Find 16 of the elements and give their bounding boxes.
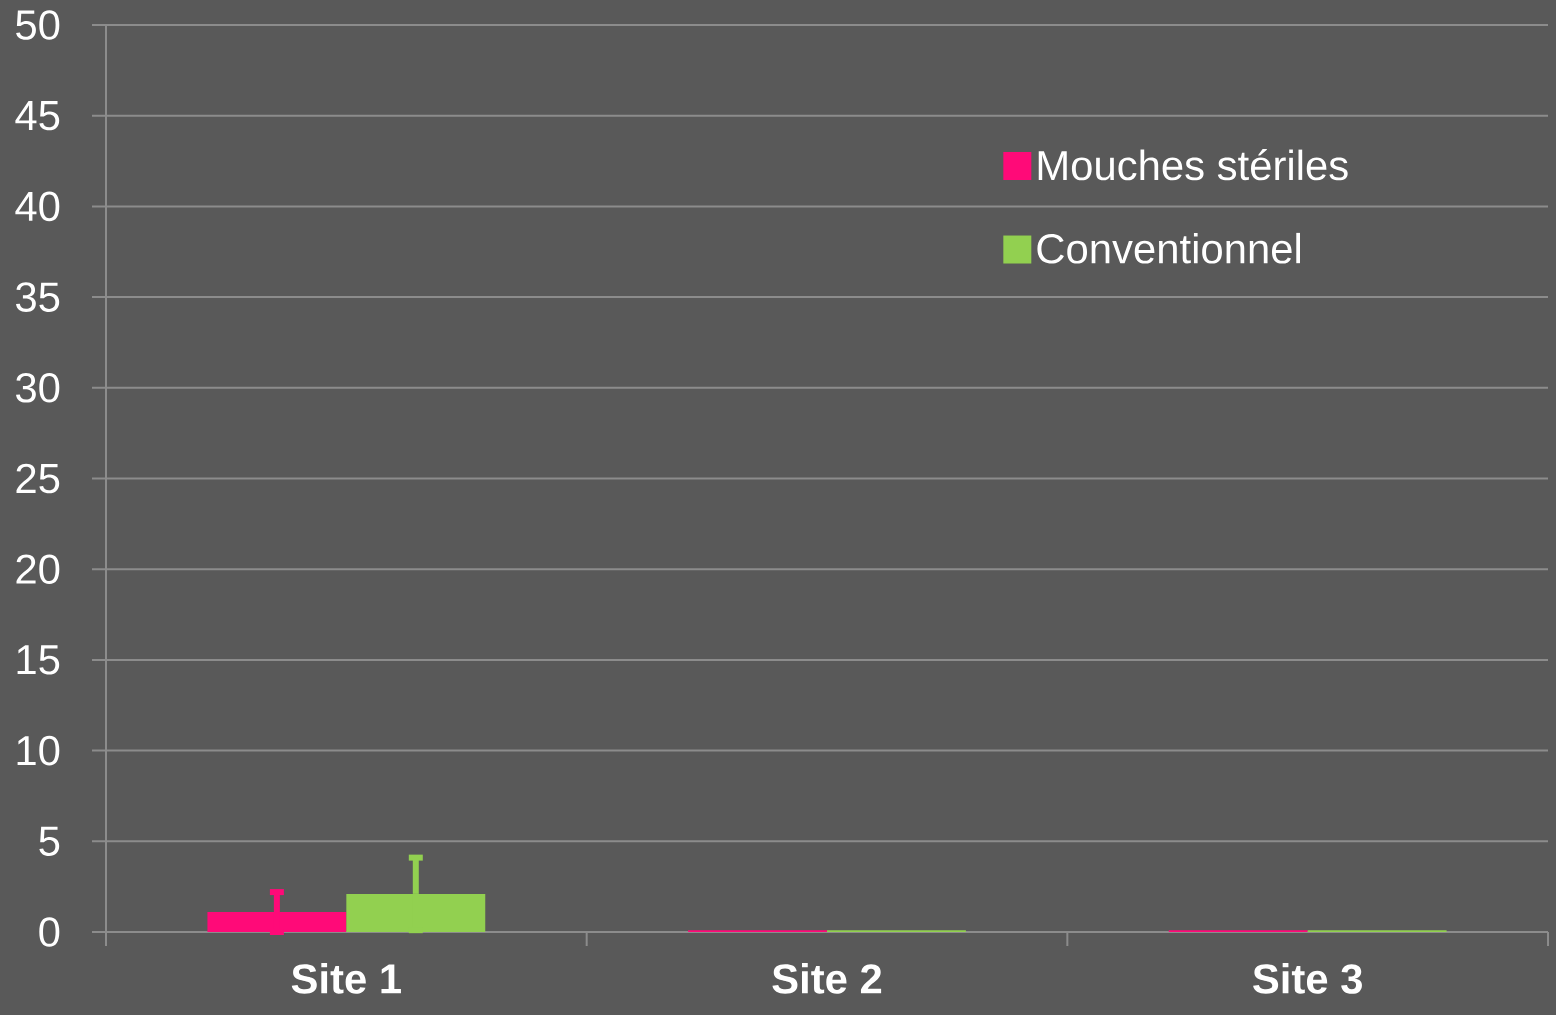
y-tick-label: 40 [15, 191, 60, 222]
y-tick-label: 0 [39, 917, 60, 947]
y-tick-label: 45 [15, 101, 60, 131]
x-tick-label: Site 1 [291, 963, 401, 994]
y-tick-label: 35 [16, 282, 60, 312]
y-tick-label: 10 [17, 735, 60, 766]
x-tick-label: Site 3 [1253, 963, 1362, 994]
y-tick-label: 20 [16, 554, 60, 585]
legend-label: Conventionnel [1037, 232, 1300, 264]
y-tick-label: 25 [16, 463, 60, 494]
y-tick-label: 15 [17, 645, 60, 675]
y-tick-label: 30 [16, 372, 60, 403]
y-tick-label: 50 [16, 10, 60, 40]
y-tick-label: 5 [39, 826, 60, 856]
legend-label: Mouches stériles [1038, 149, 1348, 181]
x-tick-label: Site 2 [772, 963, 882, 994]
